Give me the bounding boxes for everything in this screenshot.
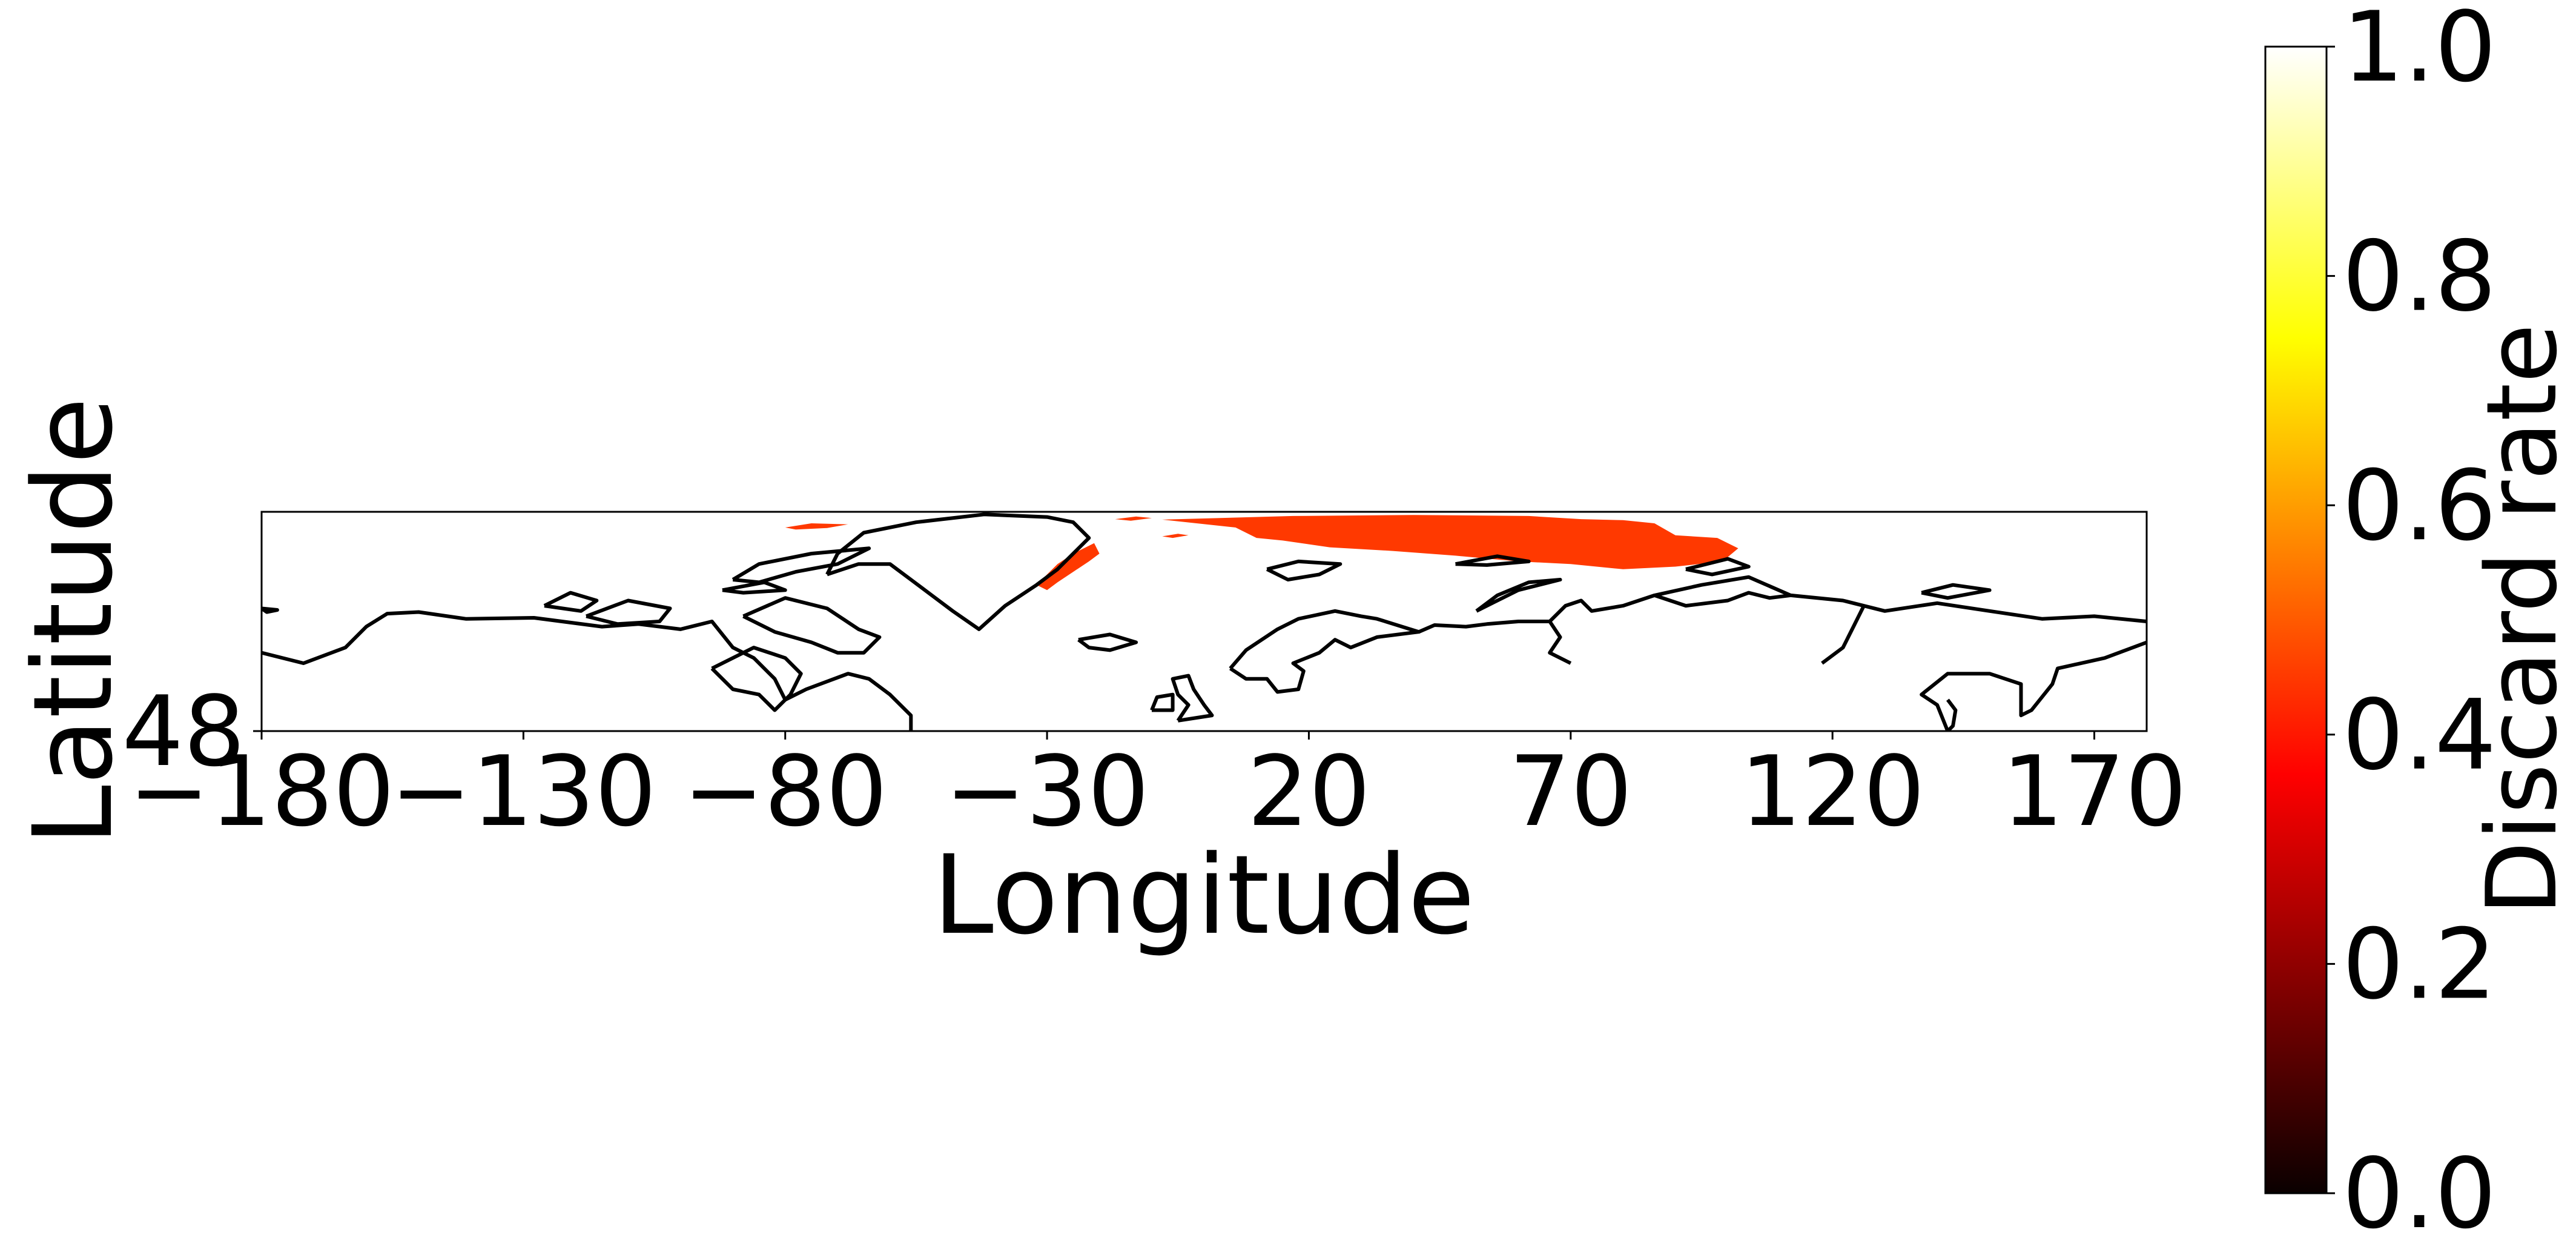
y-axis-label: Latitude xyxy=(10,397,137,846)
coastline-14 xyxy=(1418,575,2147,634)
coastline-20 xyxy=(1455,554,1531,567)
colorbar-tick-label: 0.6 xyxy=(2342,449,2496,562)
coastline-19 xyxy=(1685,557,1751,577)
coastline-17 xyxy=(1946,698,1958,731)
coastline-22 xyxy=(1548,620,1572,665)
y-axis-ticks: 48 xyxy=(122,675,262,788)
colorbar-tick-label: 0.8 xyxy=(2342,220,2496,333)
discard-region-1 xyxy=(1036,543,1100,591)
discard-region-2 xyxy=(785,523,848,530)
coastline-10 xyxy=(1229,609,1421,694)
coastline-8 xyxy=(1077,632,1138,652)
x-tick-label: 20 xyxy=(1247,735,1371,848)
x-axis-ticks: −180−130 −80 −30 20 70 120 170 xyxy=(128,731,2187,848)
coastline-21 xyxy=(262,606,279,614)
x-tick-label: −130 xyxy=(391,735,656,848)
coastline-6 xyxy=(543,591,599,613)
coastline-9 xyxy=(1266,559,1342,581)
coastline-7 xyxy=(722,580,787,595)
colorbar-tick-label: 0.2 xyxy=(2342,907,2496,1021)
colorbar-ticks: 0.0 0.2 0.4 0.6 0.8 1.0 xyxy=(2327,0,2496,1250)
colorbar: 0.0 0.2 0.4 0.6 0.8 1.0 Discard rate xyxy=(2264,0,2576,1250)
colorbar-tick-label: 0.4 xyxy=(2342,678,2496,792)
discard-regions xyxy=(785,515,1739,591)
colorbar-gradient xyxy=(2264,45,2328,1194)
colorbar-tick-label: 1.0 xyxy=(2342,0,2496,104)
coastline-0 xyxy=(825,512,1091,631)
x-tick-label: −30 xyxy=(945,735,1149,848)
x-tick-label: 120 xyxy=(1740,735,1924,848)
coastline-23 xyxy=(1821,604,1866,665)
x-tick-label: 170 xyxy=(2002,735,2187,848)
coastline-5 xyxy=(586,598,672,626)
map-area xyxy=(260,511,2148,732)
coastline-12 xyxy=(1150,692,1175,712)
coastline-16 xyxy=(1920,640,2147,731)
x-tick-label: −80 xyxy=(683,735,888,848)
discard-region-4 xyxy=(1162,534,1189,538)
x-tick-label: −180 xyxy=(128,735,394,848)
coastline-4 xyxy=(732,546,871,584)
coastline-2 xyxy=(710,646,803,712)
coastline-1 xyxy=(262,610,913,731)
colorbar-label: Discard rate xyxy=(2465,323,2576,915)
coastline-11 xyxy=(1171,674,1214,723)
y-tick-label: 48 xyxy=(122,675,245,788)
coastline-13 xyxy=(1475,578,1562,613)
map-frame xyxy=(260,511,2148,732)
coastlines xyxy=(262,512,2147,731)
coastline-3 xyxy=(742,596,882,655)
x-tick-label: 70 xyxy=(1509,735,1633,848)
discard-region-0 xyxy=(1162,515,1739,569)
x-axis-label: Longitude xyxy=(933,832,1475,959)
discard-region-3 xyxy=(1115,516,1152,521)
coastline-18 xyxy=(1921,583,1992,600)
coastline-15 xyxy=(1654,591,1791,608)
colorbar-tick-label: 0.0 xyxy=(2342,1137,2496,1250)
